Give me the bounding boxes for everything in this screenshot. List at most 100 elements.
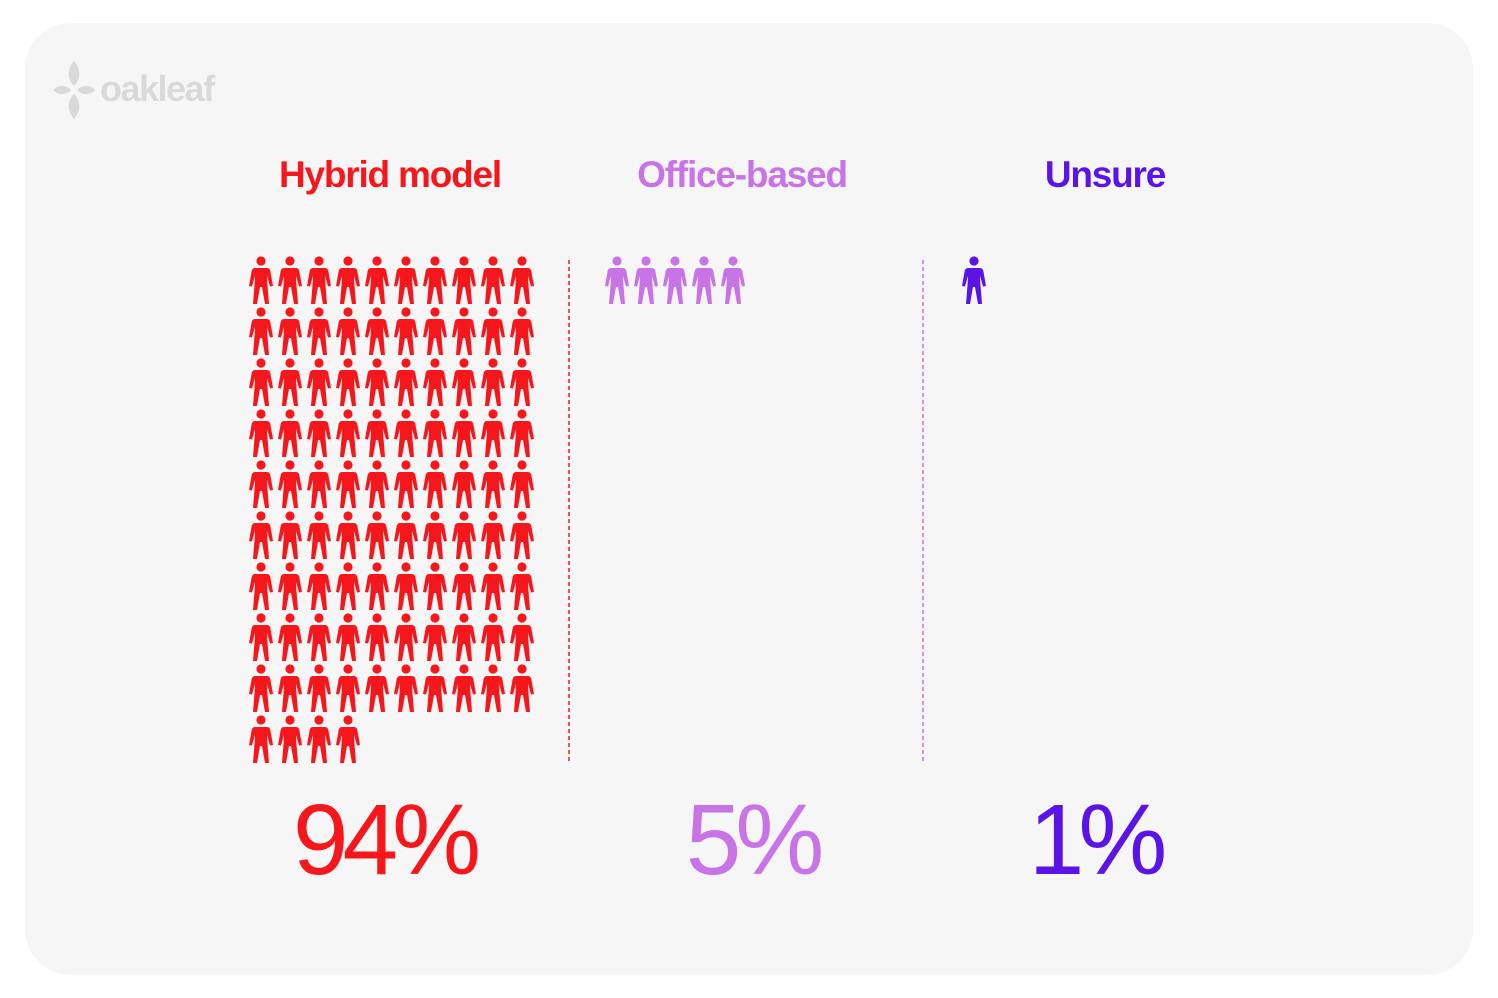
person-icon: [365, 511, 389, 559]
person-icon: [365, 409, 389, 457]
person-icon: [452, 460, 476, 508]
icon-group-unsure: [962, 256, 986, 304]
person-icon: [365, 613, 389, 661]
person-icon: [394, 562, 418, 610]
value-label-unsure: 1%: [1028, 784, 1168, 896]
person-icon: [481, 256, 505, 304]
leaf-logo-icon: [53, 61, 95, 119]
person-icon: [394, 409, 418, 457]
person-icon: [452, 613, 476, 661]
person-icon: [692, 256, 716, 304]
person-icon: [249, 613, 273, 661]
value-label-hybrid: 94%: [292, 784, 481, 896]
person-icon: [481, 307, 505, 355]
person-icon: [394, 664, 418, 712]
person-icon: [481, 664, 505, 712]
person-icon: [365, 664, 389, 712]
person-icon: [336, 664, 360, 712]
person-icon: [336, 715, 360, 763]
person-icon: [510, 460, 534, 508]
brand-name: oakleaf: [100, 68, 215, 109]
person-icon: [278, 664, 302, 712]
person-icon: [365, 307, 389, 355]
person-icon: [249, 358, 273, 406]
person-icon: [307, 664, 331, 712]
person-icon: [962, 256, 986, 304]
person-icon: [481, 358, 505, 406]
person-icon: [278, 307, 302, 355]
person-icon: [605, 256, 629, 304]
person-icon: [336, 409, 360, 457]
person-icon: [510, 613, 534, 661]
person-icon: [721, 256, 745, 304]
person-icon: [394, 358, 418, 406]
person-icon: [452, 409, 476, 457]
person-icon: [249, 460, 273, 508]
person-icon: [634, 256, 658, 304]
person-icon: [510, 511, 534, 559]
person-icon: [307, 307, 331, 355]
person-icon: [336, 307, 360, 355]
person-icon: [249, 664, 273, 712]
person-icon: [278, 562, 302, 610]
icon-group-office: [605, 256, 745, 304]
person-icon: [452, 358, 476, 406]
person-icon: [365, 256, 389, 304]
person-icon: [394, 511, 418, 559]
person-icon: [394, 613, 418, 661]
person-icon: [278, 256, 302, 304]
person-icon: [336, 460, 360, 508]
person-icon: [423, 511, 447, 559]
value-label-office: 5%: [685, 784, 825, 896]
person-icon: [452, 511, 476, 559]
person-icon: [365, 562, 389, 610]
person-icon: [510, 256, 534, 304]
person-icon: [307, 613, 331, 661]
person-icon: [510, 562, 534, 610]
person-icon: [249, 511, 273, 559]
category-label-unsure: Unsure: [1044, 154, 1166, 195]
person-icon: [365, 460, 389, 508]
brand-logo: oakleaf: [50, 60, 215, 120]
person-icon: [510, 409, 534, 457]
category-label-hybrid: Hybrid model: [278, 154, 502, 195]
person-icon: [278, 613, 302, 661]
person-icon: [278, 715, 302, 763]
person-icon: [278, 358, 302, 406]
icon-group-hybrid: [249, 256, 534, 763]
person-icon: [307, 460, 331, 508]
person-icon: [336, 256, 360, 304]
person-icon: [452, 562, 476, 610]
person-icon: [510, 358, 534, 406]
person-icon: [394, 256, 418, 304]
person-icon: [249, 562, 273, 610]
person-icon: [663, 256, 687, 304]
person-icon: [249, 409, 273, 457]
person-icon: [278, 511, 302, 559]
person-icon: [307, 715, 331, 763]
person-icon: [278, 460, 302, 508]
person-icon: [394, 307, 418, 355]
person-icon: [423, 613, 447, 661]
person-icon: [307, 358, 331, 406]
person-icon: [307, 409, 331, 457]
person-icon: [365, 358, 389, 406]
person-icon: [452, 664, 476, 712]
person-icon: [481, 562, 505, 610]
person-icon: [336, 562, 360, 610]
person-icon: [452, 256, 476, 304]
person-icon: [481, 613, 505, 661]
person-icon: [510, 307, 534, 355]
person-icon: [423, 307, 447, 355]
person-icon: [249, 256, 273, 304]
person-icon: [481, 511, 505, 559]
category-label-office: Office-based: [637, 154, 848, 195]
person-icon: [481, 409, 505, 457]
person-icon: [249, 715, 273, 763]
person-icon: [307, 256, 331, 304]
person-icon: [423, 409, 447, 457]
person-icon: [336, 358, 360, 406]
person-icon: [307, 562, 331, 610]
person-icon: [423, 664, 447, 712]
